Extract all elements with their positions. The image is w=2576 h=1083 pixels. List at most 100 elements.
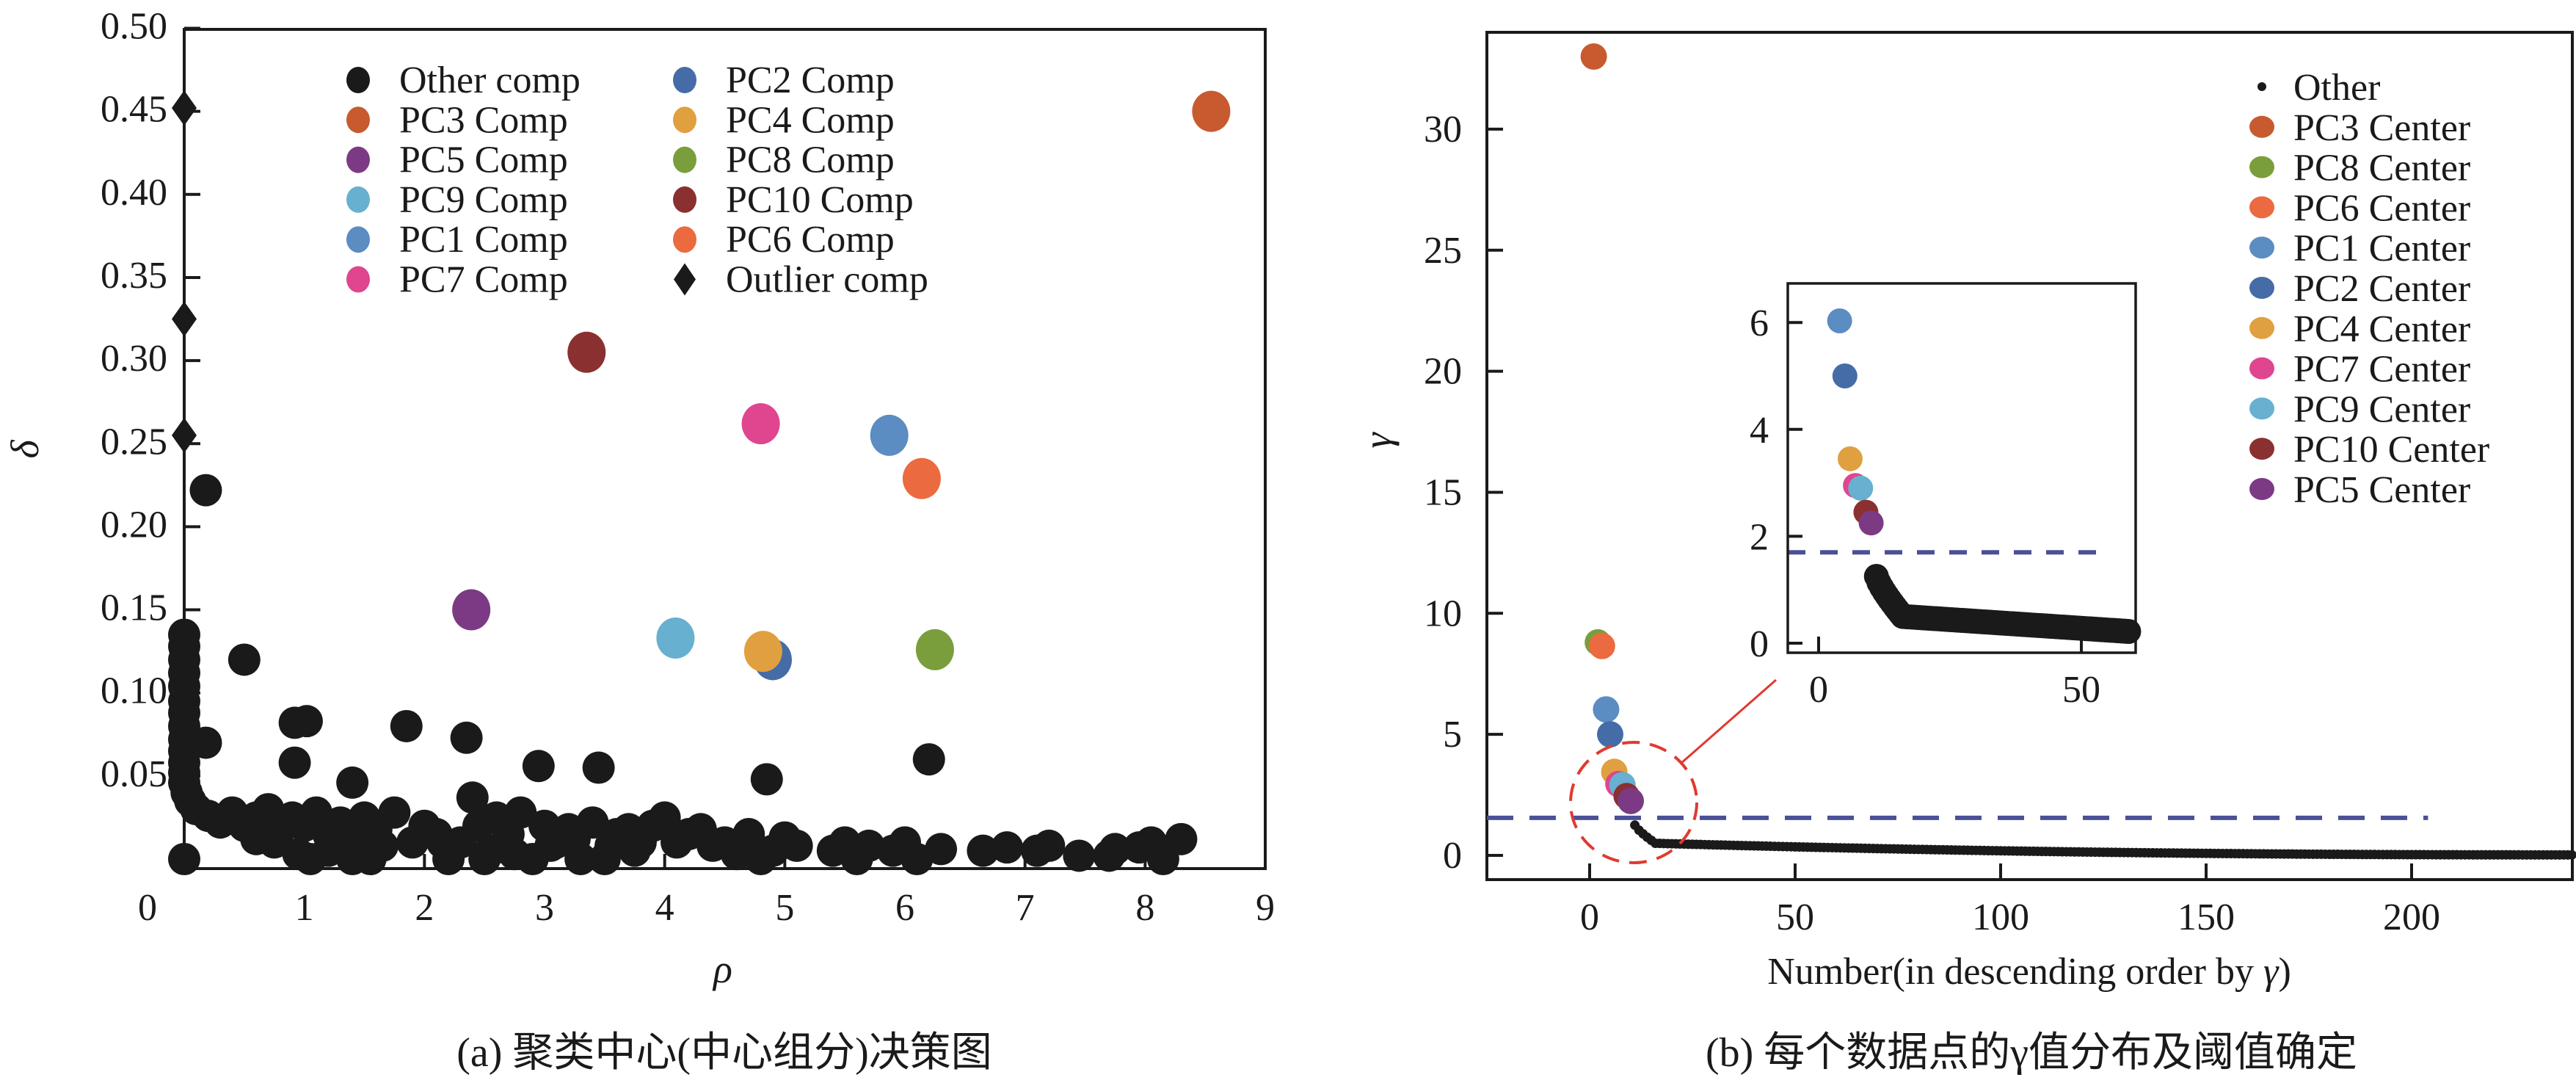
legend-label: PC3 Center bbox=[2293, 107, 2470, 149]
center-point-pc3 bbox=[1192, 90, 1231, 132]
legend-dot-icon bbox=[2257, 82, 2266, 91]
legend-label: PC5 Comp bbox=[399, 140, 568, 181]
other-comp-point bbox=[594, 829, 627, 862]
legend-label: PC8 Comp bbox=[726, 140, 895, 181]
x-label-text-end: ) bbox=[2278, 951, 2291, 993]
legend-label: PC2 Center bbox=[2293, 268, 2470, 310]
x-tick-label: 4 bbox=[655, 887, 674, 929]
x-axis-label: ρ bbox=[712, 947, 732, 991]
inset-x-tick-label: 50 bbox=[2062, 669, 2100, 711]
plot-frame bbox=[183, 28, 1267, 870]
legend-diamond-icon bbox=[674, 263, 696, 296]
other-comp-point bbox=[558, 822, 591, 855]
legend-item: PC7 Center bbox=[2249, 349, 2470, 391]
x-axis-label: Number(in descending order by γ) bbox=[1767, 951, 2291, 993]
inset-plot: 0 2 4 6 0 50 bbox=[1750, 282, 2142, 711]
y-tick-label: 0.05 bbox=[101, 753, 167, 795]
other-comp-point bbox=[240, 822, 273, 855]
caption-a: (a) 聚类中心(中心组分)决策图 bbox=[456, 1030, 992, 1076]
legend-item: PC7 Comp bbox=[346, 259, 568, 301]
x-tick-label: 0 bbox=[138, 887, 157, 929]
legend-item: Other bbox=[2257, 67, 2380, 109]
other-comp-point bbox=[456, 781, 489, 814]
legend-item: Other comp bbox=[346, 59, 581, 101]
legend-dot-icon bbox=[346, 146, 370, 173]
y-axis-label: γ bbox=[1356, 432, 1400, 449]
legend-dot-icon bbox=[673, 226, 696, 253]
other-comp-point bbox=[648, 801, 681, 834]
x-tick-label: 150 bbox=[2177, 897, 2235, 938]
y-axis-ticks: 0 5 10 15 20 25 30 bbox=[1424, 109, 1503, 877]
zoom-connector-line bbox=[1680, 678, 1777, 765]
inset-x-tick-label: 0 bbox=[1809, 669, 1828, 711]
other-comp-point bbox=[582, 751, 615, 784]
y-tick-label: 0.35 bbox=[101, 255, 167, 297]
other-comp-point bbox=[967, 834, 1000, 867]
y-axis-ticks: 0.05 0.10 0.15 0.20 0.25 0.30 0.35 0.40 0.45 0.50 bbox=[101, 6, 200, 795]
inset-center-points bbox=[1827, 308, 1884, 536]
legend-item: PC6 Center bbox=[2249, 187, 2470, 229]
center-point-pc10 bbox=[567, 331, 606, 373]
x-tick-label: 5 bbox=[775, 887, 794, 929]
other-comp-point bbox=[504, 796, 537, 829]
legend-item: PC1 Comp bbox=[346, 219, 568, 261]
x-tick-label: 7 bbox=[1016, 887, 1035, 929]
y-tick-label: 5 bbox=[1443, 714, 1462, 756]
legend-dot-icon bbox=[673, 67, 696, 93]
legend-dot-icon bbox=[346, 186, 370, 213]
other-comp-point bbox=[189, 474, 222, 507]
inset-center-point-pc4 bbox=[1837, 446, 1863, 471]
legend-dot-icon bbox=[673, 106, 696, 134]
inset-center-point-pc5 bbox=[1858, 510, 1884, 536]
y-tick-label: 0.30 bbox=[101, 338, 167, 380]
y-tick-label: 0.20 bbox=[101, 504, 167, 546]
inset-center-point-pc1 bbox=[1827, 308, 1852, 334]
y-tick-label: 15 bbox=[1424, 471, 1462, 513]
legend-label: PC7 Comp bbox=[399, 259, 568, 301]
legend-dot-icon bbox=[2249, 196, 2274, 219]
inset-y-ticks: 0 2 4 6 bbox=[1750, 303, 1802, 665]
x-tick-label: 1 bbox=[295, 887, 314, 929]
inset-center-point-pc9 bbox=[1848, 475, 1874, 501]
legend-dot-icon bbox=[2249, 156, 2274, 178]
legend-dot-icon bbox=[2249, 397, 2274, 420]
other-points-curve bbox=[1630, 820, 2576, 860]
other-comp-point bbox=[852, 829, 885, 862]
legend-label: Outlier comp bbox=[726, 259, 928, 301]
other-comp-point bbox=[991, 831, 1024, 864]
x-tick-label: 6 bbox=[895, 887, 914, 929]
legend-dot-icon bbox=[2249, 438, 2274, 460]
other-comp-point bbox=[925, 833, 958, 866]
legend-item: PC3 Center bbox=[2249, 107, 2470, 149]
legend-dot-icon bbox=[2249, 277, 2274, 299]
other-comp-point bbox=[228, 643, 261, 676]
other-point bbox=[2566, 850, 2576, 860]
center-point-pc2 bbox=[1597, 721, 1623, 748]
legend-item: PC9 Comp bbox=[346, 179, 568, 221]
y-tick-label: 10 bbox=[1424, 593, 1462, 634]
legend-item: PC8 Center bbox=[2249, 148, 2470, 189]
legend-item: PC4 Center bbox=[2249, 308, 2470, 350]
legend-label: PC6 Center bbox=[2293, 187, 2470, 229]
inset-y-tick-label: 4 bbox=[1750, 410, 1769, 452]
legend-label: PC3 Comp bbox=[399, 99, 568, 141]
y-tick-label: 25 bbox=[1424, 230, 1462, 272]
legend-item: PC9 Center bbox=[2249, 388, 2470, 430]
legend-label: PC9 Center bbox=[2293, 388, 2470, 430]
inset-background bbox=[1788, 283, 2136, 653]
legend-dot-icon bbox=[673, 186, 696, 213]
legend-label: PC6 Comp bbox=[726, 219, 895, 261]
legend-label: PC10 Comp bbox=[726, 179, 914, 221]
other-comp-point bbox=[189, 726, 222, 759]
other-comp-point bbox=[618, 834, 651, 867]
legend-dot-icon bbox=[2249, 236, 2274, 259]
other-comp-points bbox=[168, 474, 1198, 875]
legend-label: PC1 Center bbox=[2293, 228, 2470, 269]
other-comp-point bbox=[336, 766, 369, 799]
legend-item: PC2 Center bbox=[2249, 268, 2470, 310]
legend-label: PC10 Center bbox=[2293, 429, 2489, 471]
x-tick-label: 8 bbox=[1135, 887, 1154, 929]
other-comp-point bbox=[1033, 829, 1066, 862]
